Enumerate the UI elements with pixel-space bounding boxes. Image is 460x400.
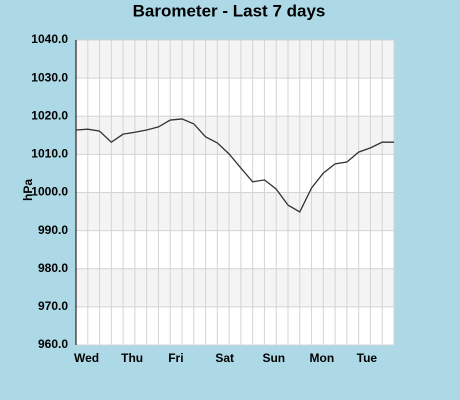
plot-band [76,230,394,269]
x-tick-label: Sun [262,351,285,365]
x-tick-label: Wed [74,351,99,365]
y-tick-label: 990.0 [38,223,68,237]
x-tick-label: Sat [215,351,234,365]
x-tick-label: Tue [357,351,378,365]
y-tick-label: 1040.0 [31,32,68,46]
y-tick-label: 1000.0 [31,185,68,199]
y-tick-label: 1020.0 [31,108,68,122]
plot-band [76,192,394,231]
y-tick-label: 980.0 [38,261,68,275]
plot-band [76,306,394,345]
plot-band [76,116,394,155]
y-tick-label: 1010.0 [31,147,68,161]
plot-band [76,268,394,307]
plot-band [76,78,394,117]
y-tick-label: 1030.0 [31,70,68,84]
y-tick-label: 960.0 [38,337,68,351]
y-tick-label: 970.0 [38,299,68,313]
x-tick-label: Fri [168,351,183,365]
plot-band [76,40,394,79]
data-line [75,118,394,213]
x-tick-label: Thu [121,351,143,365]
chart-title: Barometer - Last 7 days [133,1,326,20]
y-axis-title: hPa [21,179,35,201]
x-tick-label: Mon [310,351,335,365]
